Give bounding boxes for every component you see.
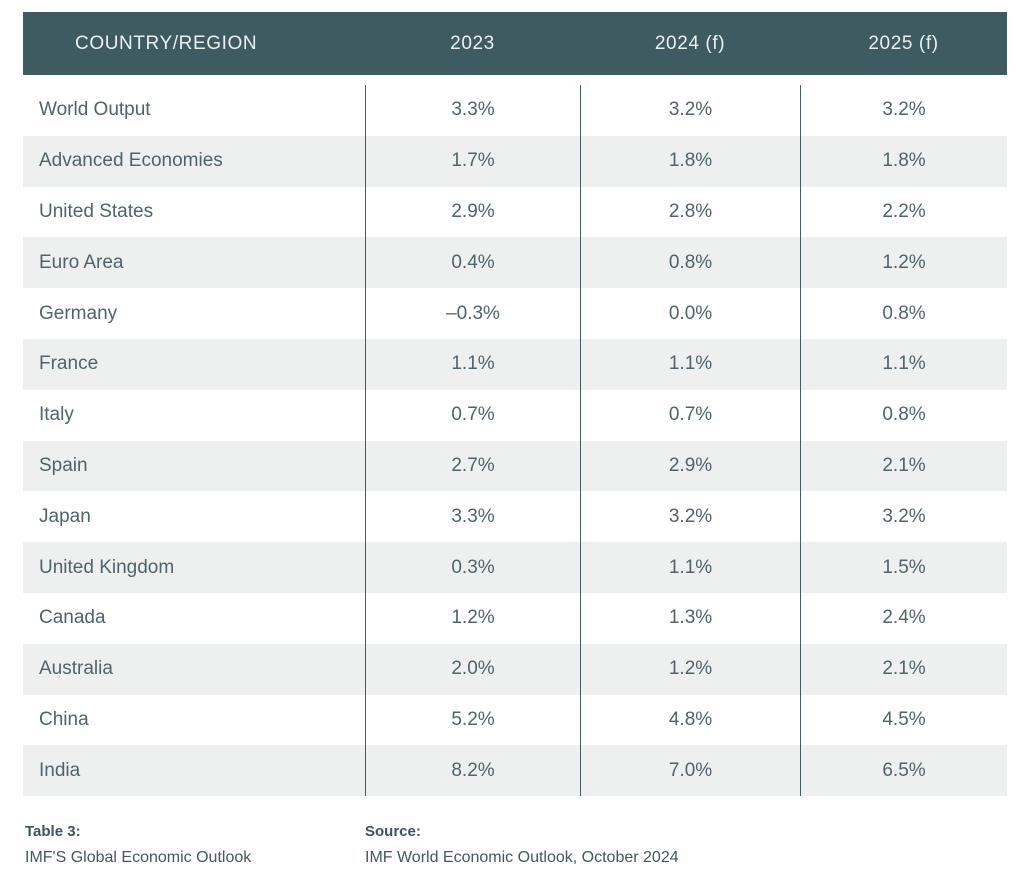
column-header-2023: 2023 (450, 32, 495, 54)
value-2025f: 2.1% (800, 440, 1007, 492)
value-2024f: 3.2% (580, 85, 800, 136)
value-2024f: 4.8% (580, 694, 800, 746)
table-row: United States 2.9% 2.8% 2.2% (23, 186, 1007, 238)
value-2025f: 2.2% (800, 186, 1007, 238)
value-2023: 3.3% (365, 491, 580, 543)
value-2025f: 2.1% (800, 643, 1007, 695)
table-row: Euro Area 0.4% 0.8% 1.2% (23, 237, 1007, 289)
value-2025f: 0.8% (800, 389, 1007, 441)
column-header-country-region: COUNTRY/REGION (75, 32, 258, 54)
value-2023: 1.7% (365, 135, 580, 187)
table-row: Advanced Economies 1.7% 1.8% 1.8% (23, 135, 1007, 187)
table-row: Spain 2.7% 2.9% 2.1% (23, 440, 1007, 492)
table-footer: Table 3: IMF'S Global Economic Outlook S… (23, 823, 1007, 867)
value-2024f: 1.1% (580, 542, 800, 593)
table-body: World Output 3.3% 3.2% 3.2% Advanced Eco… (23, 85, 1007, 797)
row-label: Advanced Economies (39, 150, 223, 172)
row-label: Germany (39, 302, 118, 324)
value-2024f: 2.9% (580, 440, 800, 492)
value-2023: 8.2% (365, 745, 580, 797)
economic-outlook-table: COUNTRY/REGION 2023 2024 (f) 2025 (f) Wo… (23, 12, 1007, 867)
table-caption-block: Table 3: IMF'S Global Economic Outlook (23, 823, 365, 867)
row-label: United States (39, 200, 154, 222)
row-label: Spain (39, 454, 88, 476)
table-title: IMF'S Global Economic Outlook (25, 849, 252, 867)
row-label: Euro Area (39, 251, 124, 273)
value-2025f: 3.2% (800, 491, 1007, 543)
value-2025f: 1.1% (800, 338, 1007, 390)
table-number-label: Table 3: (25, 823, 81, 841)
value-2023: 5.2% (365, 694, 580, 746)
value-2024f: 0.0% (580, 288, 800, 339)
value-2024f: 1.3% (580, 592, 800, 644)
value-2024f: 1.8% (580, 135, 800, 187)
table-row: Japan 3.3% 3.2% 3.2% (23, 491, 1007, 543)
row-label: Japan (39, 505, 91, 527)
row-label: United Kingdom (39, 556, 175, 578)
value-2025f: 0.8% (800, 288, 1007, 339)
row-label: Canada (39, 607, 106, 629)
value-2025f: 4.5% (800, 694, 1007, 746)
value-2023: 0.4% (365, 237, 580, 289)
value-2025f: 3.2% (800, 85, 1007, 136)
value-2024f: 0.8% (580, 237, 800, 289)
value-2024f: 7.0% (580, 745, 800, 797)
column-header-2024f: 2024 (f) (654, 32, 726, 54)
row-label: China (39, 708, 89, 730)
table-row: Germany –0.3% 0.0% 0.8% (23, 288, 1007, 339)
value-2023: 1.2% (365, 592, 580, 644)
row-label: World Output (39, 99, 151, 121)
value-2023: 2.9% (365, 186, 580, 238)
value-2024f: 1.2% (580, 643, 800, 695)
row-label: Australia (39, 658, 113, 680)
value-2025f: 1.8% (800, 135, 1007, 187)
value-2024f: 2.8% (580, 186, 800, 238)
row-label: France (39, 353, 99, 375)
table-row: India 8.2% 7.0% 6.5% (23, 745, 1007, 797)
value-2024f: 1.1% (580, 338, 800, 390)
value-2025f: 2.4% (800, 592, 1007, 644)
source-text: IMF World Economic Outlook, October 2024 (365, 849, 679, 867)
row-label: Italy (39, 404, 74, 426)
table-row: World Output 3.3% 3.2% 3.2% (23, 85, 1007, 136)
value-2023: 0.3% (365, 542, 580, 593)
table-row: Australia 2.0% 1.2% 2.1% (23, 643, 1007, 695)
source-block: Source: IMF World Economic Outlook, Octo… (365, 823, 679, 867)
table-row: China 5.2% 4.8% 4.5% (23, 694, 1007, 746)
table-row: United Kingdom 0.3% 1.1% 1.5% (23, 542, 1007, 593)
value-2025f: 1.2% (800, 237, 1007, 289)
value-2023: –0.3% (365, 288, 580, 339)
table-header: COUNTRY/REGION 2023 2024 (f) 2025 (f) (23, 12, 1007, 75)
value-2024f: 3.2% (580, 491, 800, 543)
table-row: Canada 1.2% 1.3% 2.4% (23, 592, 1007, 644)
value-2024f: 0.7% (580, 389, 800, 441)
value-2025f: 6.5% (800, 745, 1007, 797)
row-label: India (39, 759, 81, 781)
value-2023: 2.0% (365, 643, 580, 695)
value-2025f: 1.5% (800, 542, 1007, 593)
column-header-2025f: 2025 (f) (868, 32, 939, 54)
value-2023: 2.7% (365, 440, 580, 492)
table-row: France 1.1% 1.1% 1.1% (23, 338, 1007, 390)
table-row: Italy 0.7% 0.7% 0.8% (23, 389, 1007, 441)
value-2023: 0.7% (365, 389, 580, 441)
value-2023: 3.3% (365, 85, 580, 136)
source-label: Source: (365, 823, 421, 841)
value-2023: 1.1% (365, 338, 580, 390)
